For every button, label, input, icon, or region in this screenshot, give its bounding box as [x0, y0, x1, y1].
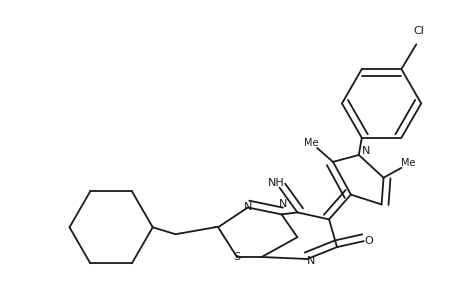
Text: N: N: [279, 200, 287, 209]
Text: Cl: Cl: [413, 26, 424, 37]
Text: N: N: [307, 256, 315, 266]
Text: N: N: [243, 202, 252, 212]
Text: O: O: [364, 236, 372, 246]
Text: Me: Me: [303, 138, 318, 148]
Text: Me: Me: [400, 158, 414, 168]
Text: S: S: [233, 252, 240, 262]
Text: N: N: [361, 146, 369, 156]
Text: NH: NH: [268, 178, 284, 188]
